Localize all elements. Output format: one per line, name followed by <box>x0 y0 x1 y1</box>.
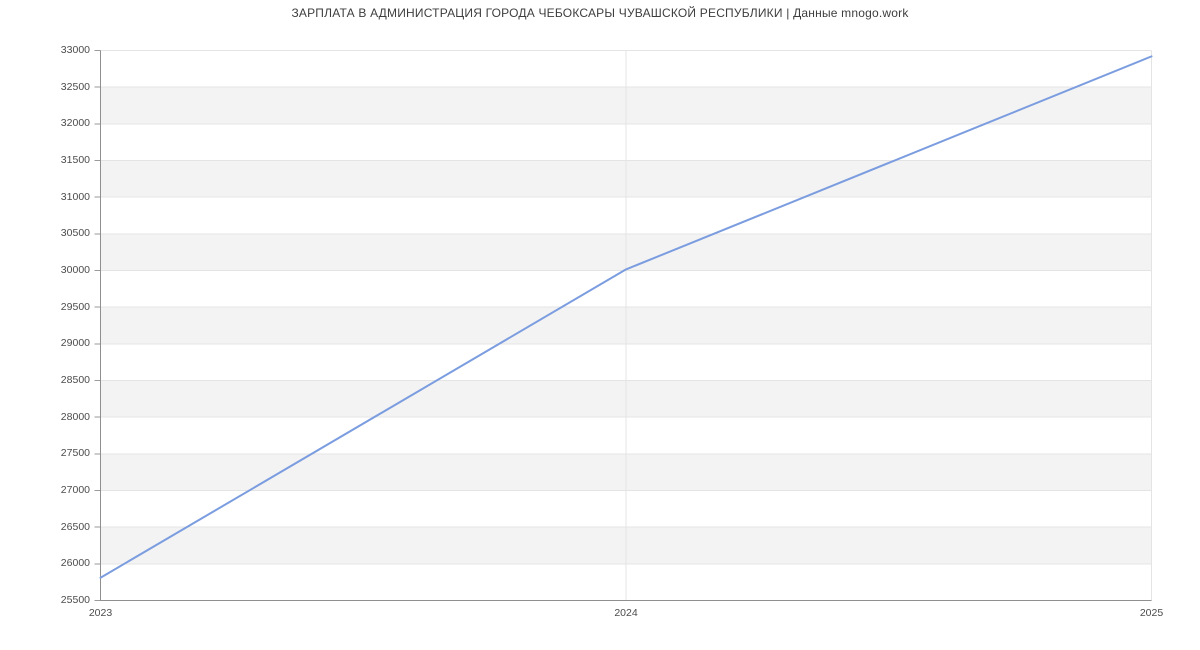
chart-title: ЗАРПЛАТА В АДМИНИСТРАЦИЯ ГОРОДА ЧЕБОКСАР… <box>291 6 909 20</box>
y-axis-tick-label: 31500 <box>60 154 90 166</box>
x-axis-tick-label: 2024 <box>614 606 638 619</box>
y-axis-tick-label: 32500 <box>60 80 90 93</box>
x-axis-tick-label: 2025 <box>1139 606 1164 619</box>
y-axis-tick-label: 27000 <box>60 484 90 496</box>
y-axis-tick-label: 31000 <box>60 190 90 203</box>
y-axis-tick-label: 26000 <box>60 557 90 570</box>
y-axis-tick-label: 33000 <box>60 44 90 56</box>
y-axis-tick-label: 29000 <box>60 337 90 350</box>
y-axis-tick-label: 27500 <box>60 447 90 460</box>
series-line <box>99 55 1153 579</box>
y-axis-tick-label: 25500 <box>60 594 90 606</box>
x-axis-tick-label: 2023 <box>88 606 113 619</box>
y-axis-tick-label: 32000 <box>60 117 90 130</box>
y-axis-tick-label: 28500 <box>60 374 90 386</box>
y-axis-tick-label: 29500 <box>60 300 90 313</box>
y-axis-tick-label: 28000 <box>60 410 90 423</box>
y-axis-tick-label: 30000 <box>60 264 90 276</box>
y-axis-tick-label: 26500 <box>60 520 90 533</box>
y-axis-tick-label: 30500 <box>60 227 90 240</box>
